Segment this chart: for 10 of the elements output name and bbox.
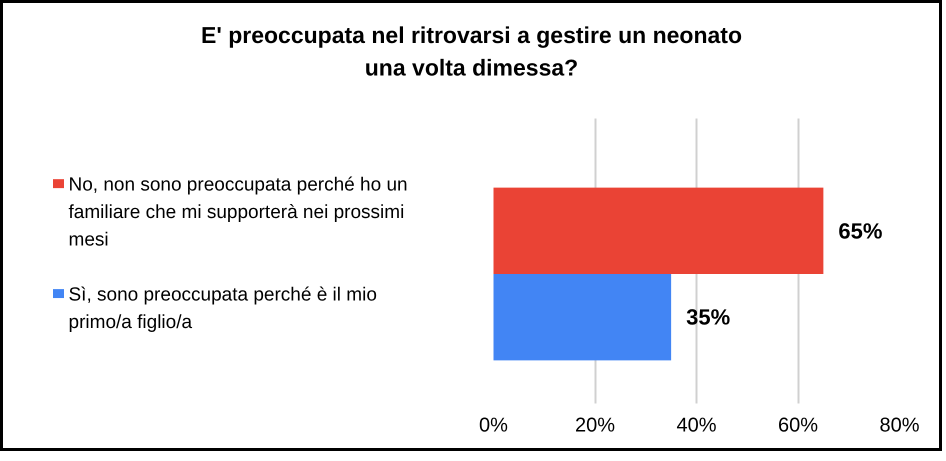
x-tick-label: 80% xyxy=(879,414,920,436)
chart-title: E' preoccupata nel ritrovarsi a gestire un neonato una volta dimessa? xyxy=(200,22,742,80)
x-tick-label: 20% xyxy=(574,414,616,436)
legend-label: Sì, sono preoccupata perché è il mio primo/a figlio/a xyxy=(68,284,377,333)
data-label: 35% xyxy=(686,304,730,330)
data-label: 65% xyxy=(838,218,882,244)
x-tick-label: 40% xyxy=(676,414,717,436)
legend-label: No, non sono preoccupata perché ho un familiare che mi supporterà nei prossimi mesi xyxy=(68,174,408,250)
x-tick-label: 60% xyxy=(778,414,818,436)
x-tick-label: 0% xyxy=(479,414,508,436)
